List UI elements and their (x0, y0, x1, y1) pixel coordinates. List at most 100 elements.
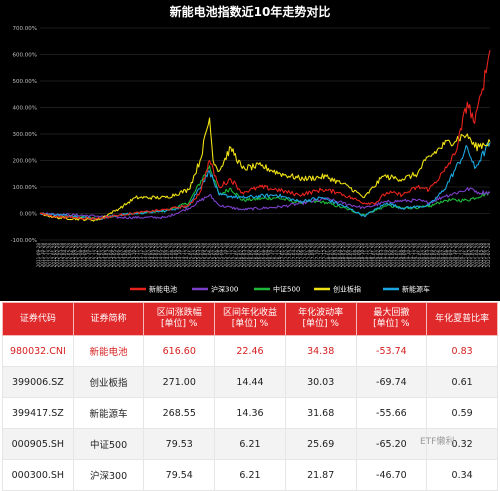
y-tick-label: 300.00% (13, 132, 37, 138)
x-tick-label: 2017-09-28 (311, 243, 316, 268)
x-tick-label: 2016-02-28 (238, 243, 243, 268)
cell-sharpe: 0.61 (426, 366, 498, 398)
cell-return: 268.55 (143, 397, 216, 429)
x-tick-label: 2015-05-28 (204, 243, 209, 268)
x-tick-label: 2020-11-28 (456, 243, 461, 268)
cell-return: 79.53 (143, 428, 216, 460)
x-tick-label: 2015-09-28 (219, 243, 224, 268)
table-row: 000300.SH 沪深300 79.54 6.21 21.87 -46.70 … (2, 459, 498, 491)
x-tick-label: 2020-02-28 (421, 243, 426, 268)
x-tick-label: 2016-03-28 (242, 243, 247, 268)
x-tick-label: 2013-06-28 (116, 243, 121, 268)
x-tick-label: 2013-03-28 (105, 243, 110, 268)
cell-volatility: 25.69 (284, 428, 357, 460)
x-tick-label: 2018-11-28 (364, 243, 369, 268)
legend-label: 新能源车 (402, 285, 430, 294)
x-tick-label: 2011-12-28 (47, 243, 52, 268)
x-tick-label: 2015-04-28 (200, 243, 205, 268)
x-tick-label: 2021-05-28 (478, 243, 483, 268)
cell-sharpe: 0.34 (426, 459, 498, 491)
cell-code: 000300.SH (2, 459, 74, 491)
cell-annual-return: 14.44 (214, 366, 286, 398)
header-code: 证券代码 (2, 302, 74, 336)
cell-max-drawdown: -46.70 (355, 459, 428, 491)
x-tick-label: 2012-05-28 (66, 243, 71, 268)
x-tick-label: 2019-05-28 (387, 243, 392, 268)
x-tick-label: 2019-01-28 (372, 243, 377, 268)
x-tick-label: 2018-07-28 (349, 243, 354, 268)
x-tick-label: 2019-06-28 (391, 243, 396, 268)
x-tick-label: 2014-10-28 (177, 243, 182, 268)
x-tick-label: 2018-08-28 (353, 243, 358, 268)
x-tick-label: 2017-10-28 (314, 243, 319, 268)
x-tick-label: 2014-01-28 (143, 243, 148, 268)
cell-code: 980032.CNI (2, 335, 74, 367)
x-tick-label: 2012-11-28 (90, 243, 95, 268)
x-tick-label: 2018-04-28 (337, 243, 342, 268)
x-tick-label: 2014-02-28 (147, 243, 152, 268)
x-tick-label: 2020-03-28 (425, 243, 430, 268)
x-tick-label: 2019-11-28 (410, 243, 415, 268)
performance-table: 证券代码 证券简称 区间涨跌幅 [单位] % 区间年化收益 [单位] % 年化波动率… (2, 302, 498, 491)
x-tick-label: 2012-12-28 (93, 243, 98, 268)
x-tick-label: 2019-12-28 (414, 243, 419, 268)
x-tick-label: 2011-11-28 (44, 243, 49, 268)
x-tick-label: 2017-11-28 (318, 243, 323, 268)
header-annual-return: 区间年化收益 [单位] % (214, 302, 286, 336)
series-line-1 (39, 187, 491, 220)
x-tick-label: 2014-06-28 (162, 243, 167, 268)
legend-label: 创业板指 (333, 285, 361, 294)
x-tick-label: 2012-02-28 (55, 243, 60, 268)
x-tick-label: 2014-03-28 (150, 243, 155, 268)
x-tick-label: 2012-01-28 (51, 243, 56, 268)
x-tick-label: 2012-10-28 (86, 243, 91, 268)
x-tick-label: 2016-12-28 (276, 243, 281, 268)
x-tick-label: 2013-07-28 (120, 243, 125, 268)
cell-annual-return: 14.36 (214, 397, 286, 429)
x-tick-label: 2021-01-28 (463, 243, 468, 268)
x-tick-label: 2013-10-28 (131, 243, 136, 268)
x-tick-label: 2018-02-28 (330, 243, 335, 268)
x-tick-label: 2017-05-28 (295, 243, 300, 268)
x-tick-label: 2016-09-28 (265, 243, 270, 268)
table-row: 399417.SZ 新能源车 268.55 14.36 31.68 -55.66… (2, 397, 498, 429)
x-tick-label: 2019-04-28 (383, 243, 388, 268)
x-tick-label: 2013-04-28 (108, 243, 113, 268)
x-tick-label: 2020-08-28 (444, 243, 449, 268)
cell-volatility: 30.03 (284, 366, 357, 398)
header-volatility: 年化波动率 [单位] % (284, 302, 357, 336)
cell-max-drawdown: -53.74 (355, 335, 428, 367)
cell-max-drawdown: -69.74 (355, 366, 428, 398)
cell-max-drawdown: -65.20 (355, 428, 428, 460)
x-tick-label: 2021-07-28 (486, 243, 491, 268)
x-tick-label: 2020-07-28 (440, 243, 445, 268)
y-tick-label: 700.00% (13, 26, 37, 32)
table-row: 980032.CNI 新能电池 616.60 22.46 34.38 -53.7… (2, 335, 498, 367)
x-tick-label: 2018-06-28 (345, 243, 350, 268)
x-tick-label: 2014-05-28 (158, 243, 163, 268)
x-tick-label: 2020-12-28 (459, 243, 464, 268)
cell-code: 000905.SH (2, 428, 74, 460)
x-tick-label: 2011-10-28 (40, 243, 45, 268)
x-tick-label: 2016-07-28 (257, 243, 262, 268)
x-tick-label: 2015-03-28 (196, 243, 201, 268)
x-tick-label: 2021-02-28 (467, 243, 472, 268)
x-tick-label: 2012-03-28 (59, 243, 64, 268)
cell-sharpe: 0.59 (426, 397, 498, 429)
series-line-3 (39, 117, 491, 222)
x-tick-label: 2020-06-28 (437, 243, 442, 268)
watermark-text: ETF懒利 (420, 437, 455, 447)
x-tick-label: 2016-05-28 (250, 243, 255, 268)
cell-annual-return: 6.21 (214, 459, 286, 491)
x-tick-label: 2013-08-28 (124, 243, 129, 268)
x-tick-label: 2016-10-28 (269, 243, 274, 268)
x-tick-label: 2016-06-28 (253, 243, 258, 268)
x-tick-label: 2013-09-28 (128, 243, 133, 268)
x-tick-label: 2018-09-28 (356, 243, 361, 268)
legend-label: 沪深300 (211, 285, 238, 294)
x-tick-label: 2018-10-28 (360, 243, 365, 268)
y-tick-label: 200.00% (13, 159, 37, 165)
x-tick-label: 2019-07-28 (394, 243, 399, 268)
cell-name: 沪深300 (72, 459, 145, 491)
x-tick-label: 2017-03-28 (288, 243, 293, 268)
